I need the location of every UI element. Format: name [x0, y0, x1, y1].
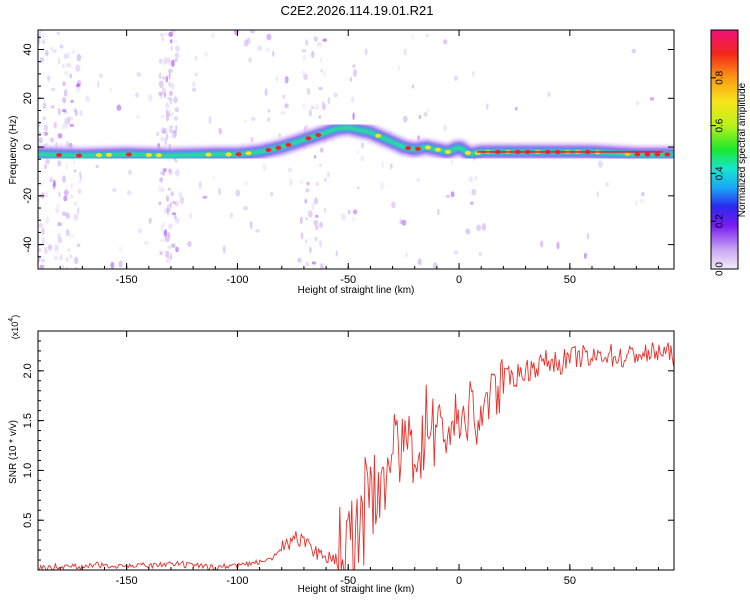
- snr-scale-factor: (x104): [8, 315, 20, 339]
- colorbar-gradient: [711, 30, 738, 269]
- spectrogram-x-tick-label: 0: [456, 274, 462, 286]
- snr-x-tick-label: -100: [226, 575, 248, 587]
- snr-plot-area: [38, 342, 674, 570]
- snr-scale-base: (x10: [10, 322, 20, 340]
- colorbar-label: Normalized spectral amplitude: [737, 82, 748, 217]
- colorbar-tick-label: 0.8: [715, 70, 726, 84]
- spectrogram-axes: -150 -100 -50 0 50 -40 -20 0 20 40: [22, 30, 674, 286]
- chart-title: C2E2.2026.114.19.01.R21: [281, 3, 434, 18]
- colorbar-tick-label: 0.6: [715, 118, 726, 132]
- colorbar: 0.0 0.2 0.4 0.6 0.8 Normalized spectral ampl…: [710, 29, 748, 276]
- colorbar-tick-label: 0.0: [715, 262, 726, 276]
- spectrogram-y-tick-label: -20: [22, 188, 34, 204]
- spectrogram-x-tick-label: -150: [116, 274, 138, 286]
- spectrogram-frame: [37, 29, 675, 270]
- snr-y-tick-label: 1.0: [22, 463, 34, 478]
- ridge-hotspots: [56, 133, 671, 158]
- snr-x-axis-label: Height of straight line (km): [298, 584, 415, 595]
- snr-x-tick-label: 0: [456, 575, 462, 587]
- colorbar-ticks: 0.0 0.2 0.4 0.6 0.8: [711, 70, 726, 276]
- snr-x-tick-label: -150: [116, 575, 138, 587]
- svg-text:(x104): (x104): [8, 315, 20, 339]
- snr-y-axis-label: SNR (10 * v/v): [8, 420, 19, 484]
- spectrogram-panel: -150 -100 -50 0 50 -40 -20 0 20 40 Height of stra…: [8, 29, 675, 296]
- colorbar-tick-label: 0.2: [715, 214, 726, 228]
- spectrogram-x-tick-label: -50: [340, 274, 356, 286]
- spectrogram-x-tick-label: 50: [564, 274, 576, 286]
- snr-axes: -150 -100 -50 0 50 0.5 1.0 1.5 2.0: [22, 331, 674, 587]
- snr-y-tick-label: 1.5: [22, 413, 34, 428]
- spectrogram-y-tick-label: 20: [22, 92, 34, 104]
- spectrogram-x-tick-label: -100: [226, 274, 248, 286]
- spectrogram-image: [38, 30, 674, 269]
- snr-x-tick-label: -50: [340, 575, 356, 587]
- snr-scale-exponent: 4: [8, 318, 15, 322]
- snr-panel: -150 -100 -50 0 50 0.5 1.0 1.5 2.0 Height of str…: [8, 315, 675, 595]
- snr-y-tick-label: 0.5: [22, 513, 34, 528]
- spectrogram-y-tick-label: -40: [22, 237, 34, 253]
- colorbar-frame: [710, 29, 739, 270]
- snr-background: [38, 331, 674, 570]
- snr-x-tick-label: 50: [564, 575, 576, 587]
- spectrogram-y-tick-label: 0: [22, 144, 34, 150]
- spectrogram-y-axis-label: Frequency (Hz): [8, 116, 19, 185]
- spectrogram-x-axis-label: Height of straight line (km): [298, 285, 415, 296]
- snr-y-tick-label: 2.0: [22, 363, 34, 378]
- colorbar-tick-label: 0.4: [715, 166, 726, 180]
- spectrogram-y-tick-label: 40: [22, 43, 34, 55]
- snr-line: [38, 342, 674, 570]
